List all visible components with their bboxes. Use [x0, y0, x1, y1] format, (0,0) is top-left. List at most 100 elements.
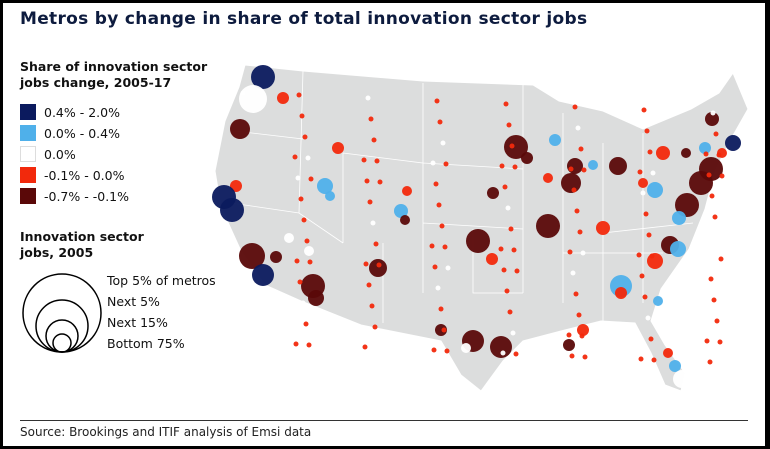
metro-dot	[500, 350, 506, 356]
swatch	[20, 125, 36, 141]
metro-dot	[718, 256, 724, 262]
size-label-next15: Next 15%	[107, 315, 168, 330]
metro-dot	[563, 339, 575, 351]
metro-dot	[707, 359, 713, 365]
metro-dot	[567, 158, 583, 174]
metro-dot	[708, 276, 714, 282]
metro-dot	[512, 164, 518, 170]
size-label-top5: Top 5% of metros	[107, 273, 216, 288]
metro-dot	[638, 356, 644, 362]
metro-dot	[571, 187, 577, 193]
metro-dot	[647, 149, 653, 155]
metro-dot	[363, 261, 369, 267]
metro-dot	[647, 182, 663, 198]
metro-dot	[300, 300, 306, 306]
metro-dot	[566, 332, 572, 338]
metro-dot	[521, 152, 533, 164]
metro-dot	[432, 264, 438, 270]
metro-dot	[536, 214, 560, 238]
metro-dot	[434, 98, 440, 104]
metro-dot	[293, 341, 299, 347]
metro-dot	[371, 137, 377, 143]
metro-dot	[570, 270, 576, 276]
metro-dot	[719, 173, 725, 179]
size-label-next5: Next 5%	[107, 294, 160, 309]
metro-dot	[252, 264, 274, 286]
metro-dot	[284, 233, 294, 243]
metro-dot	[445, 265, 451, 271]
legend-label: 0.0% - 0.4%	[44, 125, 120, 141]
metro-dot	[430, 160, 436, 166]
metro-dot	[444, 348, 450, 354]
metro-dot	[725, 135, 741, 151]
metro-dot	[712, 214, 718, 220]
legend-item-high-loss: -0.7% - -0.1%	[20, 188, 129, 204]
metro-dot	[651, 357, 657, 363]
metro-dot	[561, 173, 581, 193]
metro-dot	[308, 290, 324, 306]
metro-dot	[364, 178, 370, 184]
metro-dot	[435, 285, 441, 291]
metro-dot	[296, 92, 302, 98]
metro-dot	[501, 267, 507, 273]
metro-dot	[704, 338, 710, 344]
metro-dot	[705, 112, 719, 126]
metro-dot	[549, 134, 561, 146]
metro-dot	[648, 336, 654, 342]
metro-dot	[438, 306, 444, 312]
metro-dot	[369, 259, 387, 277]
size-circle-top5	[22, 273, 102, 353]
metro-dot	[437, 119, 443, 125]
metro-dot	[588, 160, 598, 170]
divider	[20, 420, 748, 421]
metro-dot	[689, 171, 713, 195]
metro-dot	[673, 370, 691, 388]
metro-dot	[499, 163, 505, 169]
metro-dot	[317, 178, 333, 194]
metro-dot	[579, 333, 585, 339]
metro-dot	[230, 119, 250, 139]
metro-dot	[362, 344, 368, 350]
metro-dot	[230, 180, 242, 192]
metro-dot	[332, 142, 344, 154]
metro-dot	[572, 104, 578, 110]
size-circle-next15	[45, 319, 79, 353]
metro-dot	[569, 353, 575, 359]
metro-dot	[487, 187, 499, 199]
metro-dot	[508, 226, 514, 232]
chart-title: Metros by change in share of total innov…	[20, 9, 588, 29]
size-legend-heading-line2: jobs, 2005	[20, 245, 94, 260]
metro-dot	[466, 229, 490, 253]
metro-dot	[644, 128, 650, 134]
metro-dot	[307, 259, 313, 265]
size-legend-circles	[22, 273, 102, 353]
metro-dot	[681, 148, 691, 158]
metro-dot	[705, 255, 711, 261]
metro-dot	[369, 303, 375, 309]
us-map	[212, 64, 749, 392]
metro-dot	[240, 90, 246, 96]
metro-dot	[439, 223, 445, 229]
metro-dot	[574, 208, 580, 214]
metro-dot	[635, 335, 641, 341]
metro-dot	[251, 65, 275, 89]
metro-dot	[303, 321, 309, 327]
legend-label: 0.0%	[44, 146, 76, 162]
metro-dot	[375, 345, 381, 351]
legend-item-gain: 0.0% - 0.4%	[20, 125, 120, 141]
size-legend-heading-line1: Innovation sector	[20, 229, 144, 244]
swatch	[20, 104, 36, 120]
metro-dot	[506, 122, 512, 128]
metro-dot	[504, 288, 510, 294]
legend-item-loss: -0.1% - 0.0%	[20, 167, 124, 183]
metro-dot	[670, 241, 686, 257]
metro-dot	[675, 193, 699, 217]
metro-dot	[277, 92, 289, 104]
metro-dot	[361, 157, 367, 163]
metro-dot	[368, 116, 374, 122]
figure: Metros by change in share of total innov…	[3, 3, 765, 446]
state-borders	[230, 70, 694, 323]
metro-dot	[509, 143, 515, 149]
metro-dot	[304, 246, 314, 256]
metro-dot	[567, 249, 573, 255]
